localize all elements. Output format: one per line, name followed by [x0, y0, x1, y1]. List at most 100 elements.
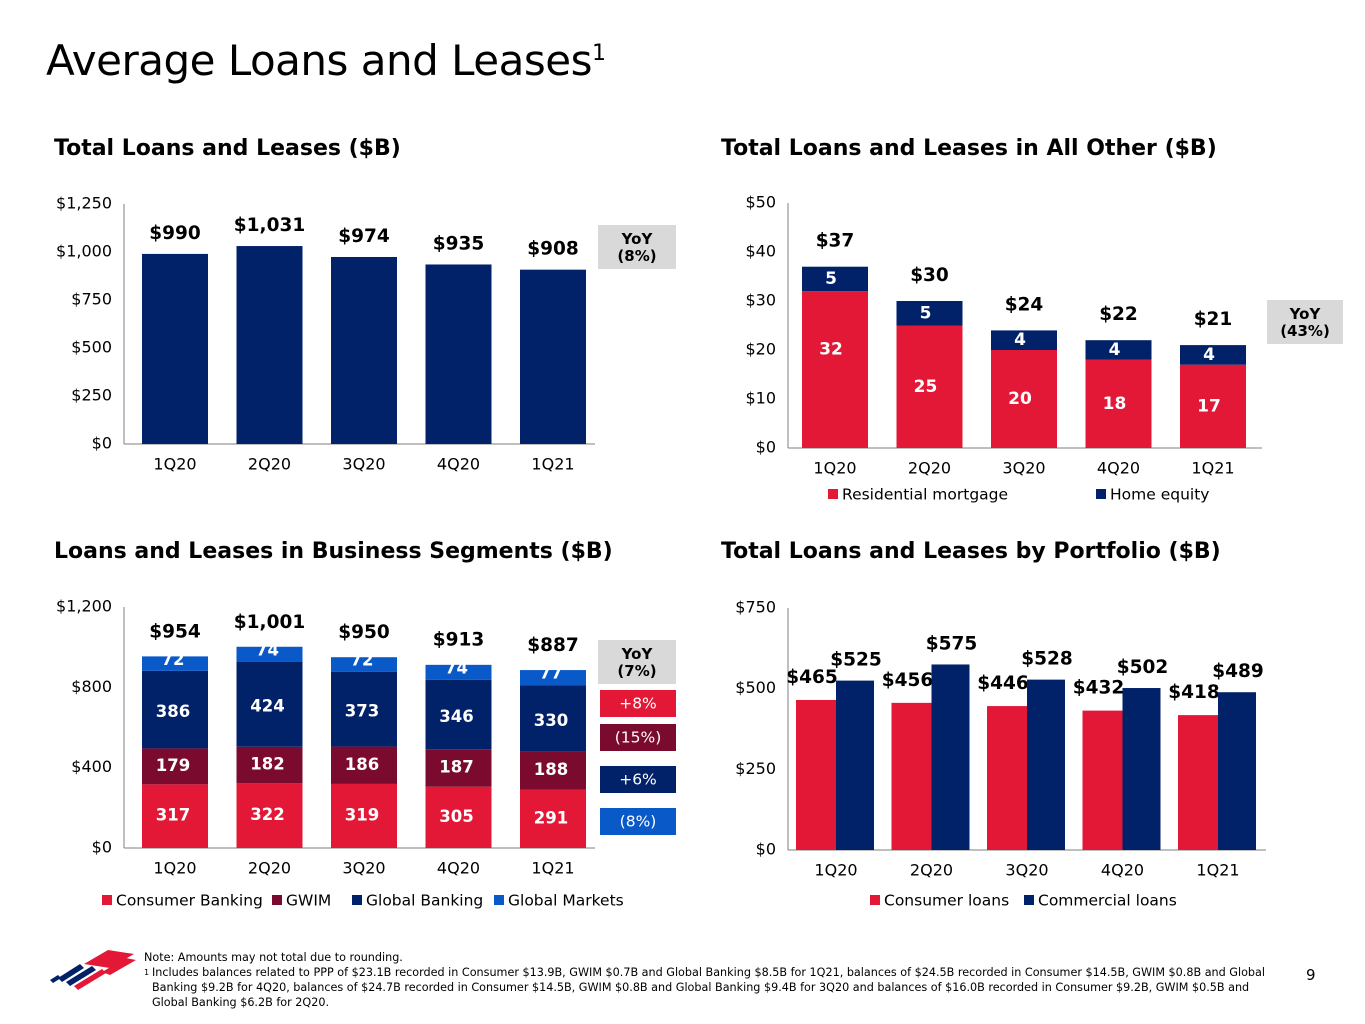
segments-yoy-label: YoY [621, 645, 654, 663]
allother-ytick-label: $50 [745, 193, 776, 212]
portfolio-bar-consumer [1178, 715, 1218, 850]
footnotes: Note: Amounts may not total due to round… [144, 950, 1279, 1010]
allother-residential-label: 20 [1008, 389, 1032, 409]
flag-logo-icon [50, 950, 136, 990]
segments-consumer-banking-label: 291 [534, 808, 568, 827]
total-bar [520, 269, 586, 444]
segments-bar-global-banking [425, 679, 492, 750]
allother-bar-home-equity [1085, 340, 1152, 360]
segments-bar-global-banking [236, 661, 303, 747]
total-value-label: $1,031 [234, 215, 305, 236]
portfolio-bar-consumer [796, 699, 836, 850]
portfolio-commercial-label: $489 [1212, 661, 1264, 682]
segments-global-markets-label: 74 [256, 640, 279, 659]
total-xtick-label: 1Q20 [153, 455, 196, 474]
segments-consumer-banking-label: 319 [345, 805, 379, 824]
chart-title-all-other: Total Loans and Leases in All Other ($B) [721, 136, 1217, 161]
portfolio-consumer-label: $465 [786, 667, 838, 688]
allother-ytick-label: $30 [745, 291, 776, 310]
segments-yoy-value: (7%) [617, 662, 656, 680]
allother-total-label: $24 [1005, 294, 1044, 315]
portfolio-commercial-label: $525 [830, 650, 882, 671]
allother-legend-residential-swatch [828, 489, 838, 499]
footnote-mark: 1 [144, 968, 150, 977]
segments-yoy-global-markets-value: (8%) [620, 813, 657, 831]
segments-consumer-banking-label: 305 [439, 807, 473, 826]
segments-yoy-box [598, 640, 676, 684]
allother-yoy-value: (43%) [1280, 322, 1330, 340]
allother-yoy-box [1267, 300, 1343, 344]
bank-logo [44, 942, 140, 998]
allother-total-label: $22 [1099, 304, 1138, 325]
allother-ytick-label: $40 [745, 242, 776, 261]
total-xtick-label: 4Q20 [437, 455, 480, 474]
segments-yoy-consumer-banking-value: +8% [619, 695, 657, 713]
segments-global-banking-label: 346 [439, 707, 473, 726]
segments-total-label: $887 [527, 635, 579, 656]
portfolio-commercial-label: $575 [926, 633, 978, 654]
total-value-label: $935 [433, 233, 485, 254]
segments-yoy-consumer-banking-box [600, 690, 676, 717]
allother-residential-label: 32 [819, 340, 843, 360]
allother-bar-home-equity [991, 330, 1057, 350]
note-text: Note: Amounts may not total due to round… [144, 951, 403, 964]
portfolio-legend-commercial-label: Commercial loans [1038, 892, 1177, 910]
segments-legend-consumer-banking-label: Consumer Banking [116, 892, 263, 910]
segments-global-markets-label: 72 [162, 650, 185, 669]
charts-canvas: $0 $250 $500 $750 $1,000 $1,250 1Q20 2Q20 3Q20 4Q… [56, 193, 1343, 910]
segments-ytick-label: $0 [92, 838, 112, 857]
segments-legend-gwim-label: GWIM [286, 892, 331, 910]
portfolio-consumer-label: $446 [977, 673, 1029, 694]
segments-gwim-label: 188 [534, 760, 568, 779]
total-bar [142, 253, 208, 444]
segments-bar-global-banking [331, 671, 397, 747]
segments-bar-global-markets [142, 656, 208, 671]
footnote-text: Includes balances related to PPP of $23.… [152, 966, 1265, 1009]
total-value-label: $908 [527, 239, 579, 260]
total-bar [425, 264, 492, 444]
segments-yoy-global-markets-box [600, 808, 676, 835]
portfolio-consumer-label: $456 [882, 670, 934, 691]
segments-consumer-banking-label: 317 [156, 806, 190, 825]
segments-legend-global-banking-label: Global Banking [366, 892, 483, 910]
segments-total-label: $1,001 [234, 612, 305, 633]
total-bar [236, 246, 303, 444]
chart-title-total: Total Loans and Leases ($B) [54, 136, 401, 161]
allother-home-equity-label: 4 [1203, 345, 1215, 365]
segments-yoy-gwim-value: (15%) [615, 729, 662, 747]
segments-bar-consumer-banking [142, 784, 208, 848]
segments-global-banking-label: 373 [345, 702, 379, 721]
allother-home-equity-label: 5 [825, 269, 837, 289]
segments-ytick-label: $1,200 [56, 597, 112, 616]
portfolio-xtick-label: 2Q20 [910, 861, 953, 880]
segments-legend-gwim-swatch [272, 895, 282, 905]
total-bar [331, 256, 397, 444]
segments-global-markets-label: 77 [540, 664, 563, 683]
allother-xtick-label: 2Q20 [908, 459, 951, 478]
portfolio-bar-commercial [1027, 679, 1065, 850]
allother-yoy-label: YoY [1289, 305, 1322, 323]
portfolio-bar-consumer [1082, 710, 1123, 850]
page-title: Average Loans and Leases1 [46, 36, 606, 85]
allother-xtick-label: 4Q20 [1097, 459, 1140, 478]
segments-xtick-label: 1Q21 [531, 859, 574, 878]
total-value-label: $990 [149, 223, 201, 244]
segments-global-banking-label: 386 [156, 702, 190, 721]
portfolio-legend-consumer-label: Consumer loans [884, 892, 1009, 910]
segments-bar-global-banking [142, 670, 208, 749]
allother-xtick-label: 3Q20 [1002, 459, 1045, 478]
allother-bar-residential [1180, 364, 1246, 448]
segments-yoy-gwim-box [600, 724, 676, 751]
segments-legend-global-markets-label: Global Markets [508, 892, 624, 910]
allother-bar-residential [991, 350, 1057, 448]
portfolio-xtick-label: 1Q20 [814, 861, 857, 880]
segments-total-label: $954 [149, 621, 201, 642]
segments-ytick-label: $800 [71, 677, 112, 696]
total-ytick-label: $250 [71, 386, 112, 405]
segments-bar-consumer-banking [520, 789, 586, 848]
allother-bar-residential [1085, 359, 1152, 448]
allother-bar-residential [896, 325, 963, 448]
total-ytick-label: $750 [71, 290, 112, 309]
total-value-label: $974 [338, 226, 390, 247]
segments-global-banking-label: 424 [250, 697, 284, 716]
